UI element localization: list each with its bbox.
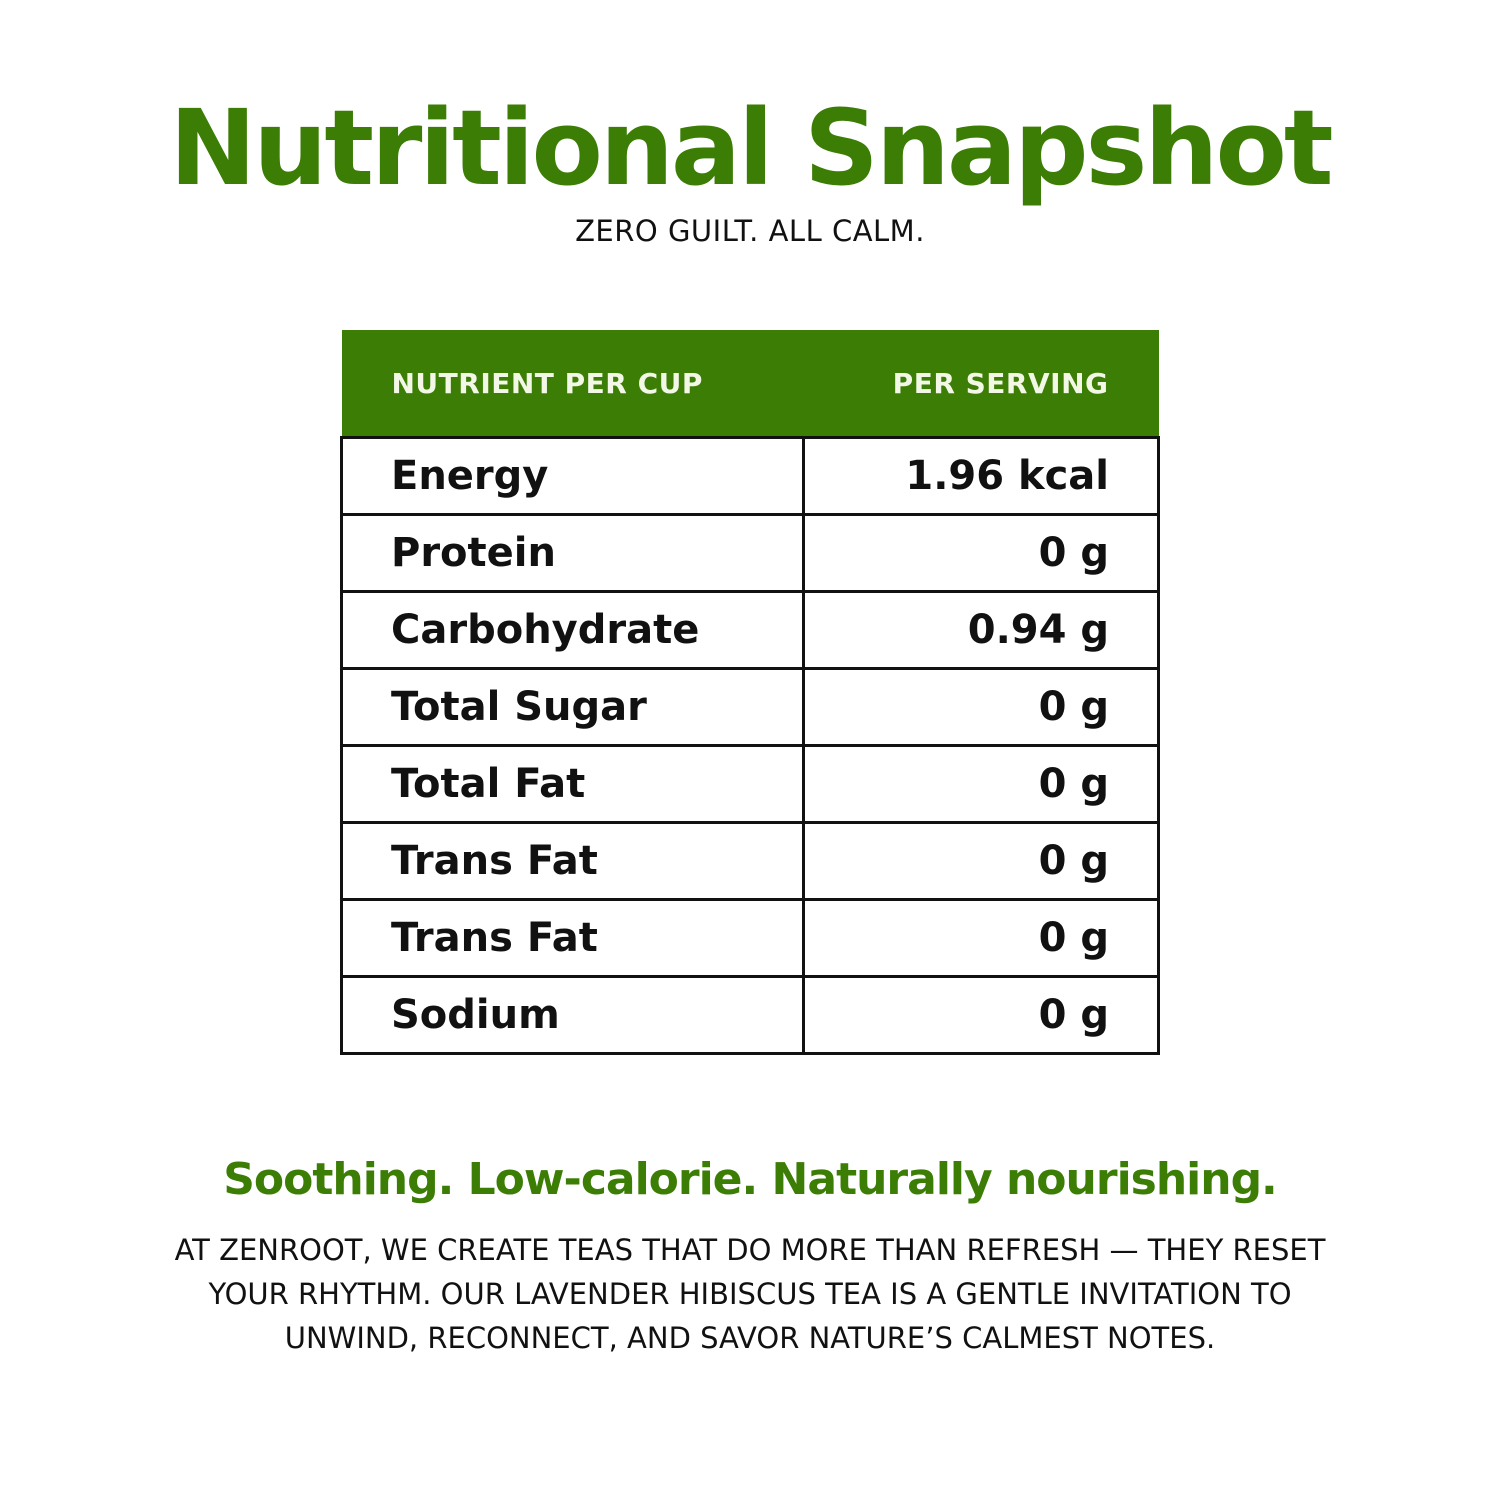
nutrient-name: Total Sugar bbox=[339, 667, 806, 747]
table-row: Trans Fat 0 g bbox=[339, 898, 1160, 978]
nutrient-name: Sodium bbox=[339, 975, 806, 1055]
table-row: Sodium 0 g bbox=[339, 975, 1160, 1055]
table-row: Protein 0 g bbox=[339, 513, 1160, 593]
nutrient-name: Trans Fat bbox=[339, 898, 806, 978]
nutrient-value: 0 g bbox=[802, 667, 1160, 747]
tagline: Soothing. Low-calorie. Naturally nourish… bbox=[223, 1154, 1278, 1205]
nutrient-name: Protein bbox=[339, 513, 806, 593]
nutrient-name: Carbohydrate bbox=[339, 590, 806, 670]
table-header-row: NUTRIENT PER CUP PER SERVING bbox=[341, 330, 1159, 438]
nutrient-name: Total Fat bbox=[339, 744, 806, 824]
nutrition-table: NUTRIENT PER CUP PER SERVING Energy 1.96 … bbox=[339, 330, 1160, 1055]
table-row: Trans Fat 0 g bbox=[339, 821, 1160, 901]
page-title: Nutritional Snapshot bbox=[169, 87, 1333, 209]
nutrient-value: 1.96 kcal bbox=[802, 436, 1160, 516]
nutrient-value: 0 g bbox=[802, 744, 1160, 824]
nutrient-name: Trans Fat bbox=[339, 821, 806, 901]
nutrient-value: 0.94 g bbox=[802, 590, 1160, 670]
table-row: Total Sugar 0 g bbox=[339, 667, 1160, 747]
table-row: Total Fat 0 g bbox=[339, 744, 1160, 824]
table-row: Carbohydrate 0.94 g bbox=[339, 590, 1160, 670]
nutrient-value: 0 g bbox=[802, 898, 1160, 978]
header-per-serving: PER SERVING bbox=[803, 330, 1159, 438]
header-nutrient: NUTRIENT PER CUP bbox=[341, 330, 804, 438]
nutrient-name: Energy bbox=[339, 436, 806, 516]
nutrient-value: 0 g bbox=[802, 821, 1160, 901]
description: AT ZENROOT, WE CREATE TEAS THAT DO MORE … bbox=[174, 1233, 1326, 1355]
subtitle: ZERO GUILT. ALL CALM. bbox=[575, 214, 925, 248]
nutrient-value: 0 g bbox=[802, 513, 1160, 593]
table-row: Energy 1.96 kcal bbox=[339, 436, 1160, 516]
nutrient-value: 0 g bbox=[802, 975, 1160, 1055]
